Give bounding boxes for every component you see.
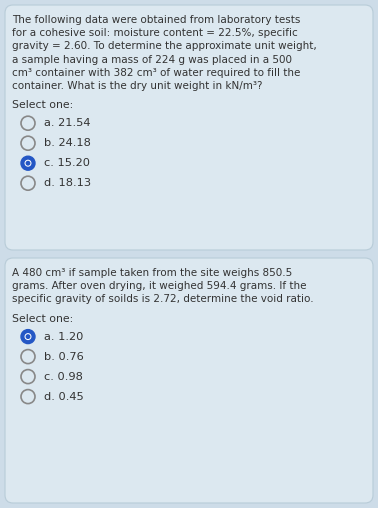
Circle shape [21,156,35,170]
Text: c. 15.20: c. 15.20 [44,158,90,168]
Circle shape [21,330,35,343]
Text: c. 0.98: c. 0.98 [44,371,83,382]
Text: container. What is the dry unit weight in kN/m³?: container. What is the dry unit weight i… [12,81,262,91]
FancyBboxPatch shape [5,258,373,503]
Text: d. 0.45: d. 0.45 [44,392,84,402]
Circle shape [25,160,31,167]
Text: The following data were obtained from laboratory tests: The following data were obtained from la… [12,15,301,25]
Text: d. 18.13: d. 18.13 [44,178,91,188]
Text: a. 1.20: a. 1.20 [44,332,84,341]
Text: a sample having a mass of 224 g was placed in a 500: a sample having a mass of 224 g was plac… [12,54,292,65]
Text: specific gravity of soilds is 2.72, determine the void ratio.: specific gravity of soilds is 2.72, dete… [12,295,314,304]
Text: Select one:: Select one: [12,313,73,324]
Text: for a cohesive soil: moisture content = 22.5%, specific: for a cohesive soil: moisture content = … [12,28,298,38]
Circle shape [26,161,31,166]
Text: b. 0.76: b. 0.76 [44,352,84,362]
FancyBboxPatch shape [5,5,373,250]
Text: A 480 cm³ if sample taken from the site weighs 850.5: A 480 cm³ if sample taken from the site … [12,268,292,278]
Text: Select one:: Select one: [12,100,73,110]
Text: b. 24.18: b. 24.18 [44,138,91,148]
Text: a. 21.54: a. 21.54 [44,118,90,128]
Circle shape [26,334,31,339]
Text: cm³ container with 382 cm³ of water required to fill the: cm³ container with 382 cm³ of water requ… [12,68,301,78]
Circle shape [25,333,31,340]
Text: gravity = 2.60. To determine the approximate unit weight,: gravity = 2.60. To determine the approxi… [12,41,317,51]
Text: grams. After oven drying, it weighed 594.4 grams. If the: grams. After oven drying, it weighed 594… [12,281,307,291]
